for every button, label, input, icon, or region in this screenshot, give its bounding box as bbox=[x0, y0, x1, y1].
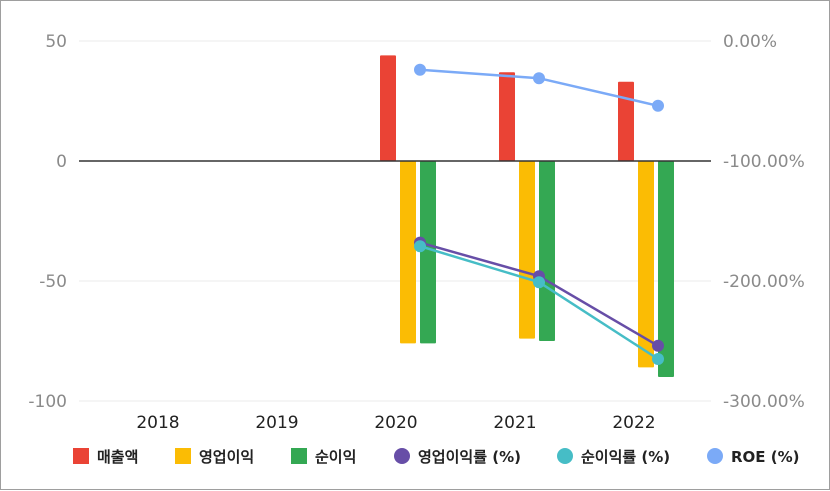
bar bbox=[618, 81, 634, 161]
line-series bbox=[414, 63, 664, 365]
left-tick-label: 0 bbox=[56, 152, 67, 172]
legend-item: 순이익 bbox=[291, 448, 356, 466]
data-point bbox=[652, 99, 664, 112]
bar bbox=[519, 161, 535, 339]
line-series-순이익률 (%) bbox=[414, 240, 664, 365]
legend-label: 매출액 bbox=[97, 448, 138, 466]
bar bbox=[380, 55, 396, 161]
gridlines bbox=[79, 40, 711, 402]
legend-label: 영업이익 bbox=[199, 448, 254, 466]
bar bbox=[420, 161, 436, 344]
legend-label: ROE (%) bbox=[731, 448, 800, 466]
line-series-ROE (%) bbox=[414, 63, 664, 112]
left-tick-label: -50 bbox=[39, 272, 67, 292]
left-axis-ticks: 50 0 -50 -100 bbox=[28, 32, 67, 412]
category-label: 2022 bbox=[612, 413, 655, 433]
right-axis-ticks: 0.00% -100.00% -200.00% -300.00% bbox=[723, 32, 805, 412]
category-label: 2020 bbox=[374, 413, 417, 433]
legend-item: 영업이익률 (%) bbox=[394, 448, 521, 466]
bar-series bbox=[380, 55, 674, 377]
data-point bbox=[414, 63, 426, 76]
data-point bbox=[533, 72, 545, 85]
category-label: 2018 bbox=[136, 413, 179, 433]
legend-label: 순이익 bbox=[315, 448, 356, 466]
category-labels: 2018 2019 2020 2021 2022 bbox=[136, 413, 655, 433]
legend-swatch bbox=[73, 448, 89, 464]
legend-swatch bbox=[291, 448, 307, 464]
legend-item: ROE (%) bbox=[707, 448, 800, 466]
legend-marker bbox=[707, 448, 723, 464]
right-tick-label: -200.00% bbox=[723, 272, 805, 292]
legend-label: 순이익률 (%) bbox=[581, 448, 670, 466]
category-label: 2019 bbox=[255, 413, 298, 433]
data-point bbox=[533, 276, 545, 289]
bar bbox=[400, 161, 416, 344]
legend-label: 영업이익률 (%) bbox=[418, 448, 521, 466]
legend-item: 순이익률 (%) bbox=[557, 448, 670, 466]
bar bbox=[638, 161, 654, 368]
legend: 매출액 영업이익 순이익 영업이익률 (%) 순이익률 (%) ROE (%) bbox=[73, 448, 800, 466]
legend-marker bbox=[394, 448, 410, 464]
legend-swatch bbox=[175, 448, 191, 464]
data-point bbox=[414, 240, 426, 253]
left-tick-label: 50 bbox=[45, 32, 67, 52]
bar bbox=[658, 161, 674, 377]
category-label: 2021 bbox=[493, 413, 536, 433]
right-tick-label: -100.00% bbox=[723, 152, 805, 172]
right-tick-label: -300.00% bbox=[723, 392, 805, 412]
legend-item: 영업이익 bbox=[175, 448, 254, 466]
right-tick-label: 0.00% bbox=[723, 32, 777, 52]
left-tick-label: -100 bbox=[28, 392, 67, 412]
bar bbox=[539, 161, 555, 341]
data-point bbox=[652, 353, 664, 365]
bar bbox=[499, 72, 515, 161]
legend-marker bbox=[557, 448, 573, 464]
data-point bbox=[652, 339, 664, 352]
legend-item: 매출액 bbox=[73, 448, 138, 466]
